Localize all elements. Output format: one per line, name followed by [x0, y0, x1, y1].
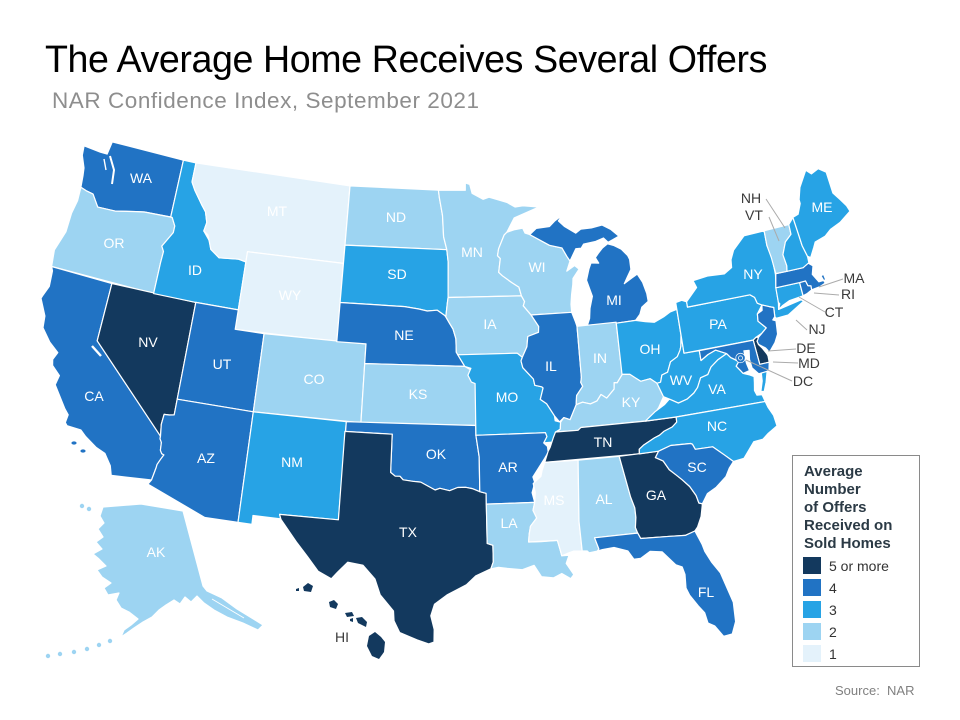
svg-text:WI: WI: [528, 259, 545, 275]
svg-text:TN: TN: [594, 434, 613, 450]
svg-text:AK: AK: [147, 544, 166, 560]
svg-text:SC: SC: [687, 459, 706, 475]
svg-text:PA: PA: [709, 316, 727, 332]
svg-text:MS: MS: [544, 492, 565, 508]
svg-text:HI: HI: [335, 629, 349, 645]
svg-text:AL: AL: [595, 491, 612, 507]
svg-text:KS: KS: [409, 386, 428, 402]
svg-text:LA: LA: [500, 515, 518, 531]
svg-text:IN: IN: [593, 350, 607, 366]
svg-text:VT: VT: [745, 207, 763, 223]
svg-text:UT: UT: [213, 356, 232, 372]
svg-text:SD: SD: [387, 266, 406, 282]
svg-text:DC: DC: [793, 373, 813, 389]
svg-text:ME: ME: [812, 199, 833, 215]
svg-text:NE: NE: [394, 327, 413, 343]
svg-text:ID: ID: [188, 262, 202, 278]
svg-text:KY: KY: [622, 394, 641, 410]
svg-text:MN: MN: [461, 244, 483, 260]
svg-text:CA: CA: [84, 388, 104, 404]
svg-text:GA: GA: [646, 487, 667, 503]
svg-text:RI: RI: [841, 286, 855, 302]
svg-text:IL: IL: [545, 358, 557, 374]
svg-text:FL: FL: [698, 584, 715, 600]
svg-text:MI: MI: [606, 292, 622, 308]
svg-text:OR: OR: [104, 235, 125, 251]
svg-text:NM: NM: [281, 454, 303, 470]
svg-text:NY: NY: [743, 266, 763, 282]
svg-text:AZ: AZ: [197, 450, 215, 466]
svg-text:CT: CT: [825, 304, 844, 320]
svg-text:MO: MO: [496, 389, 519, 405]
svg-text:CO: CO: [304, 371, 325, 387]
svg-text:MA: MA: [844, 270, 866, 286]
svg-text:NJ: NJ: [808, 321, 825, 337]
svg-text:WY: WY: [279, 287, 302, 303]
svg-text:NC: NC: [707, 418, 727, 434]
svg-text:IA: IA: [483, 316, 497, 332]
svg-text:OH: OH: [640, 341, 661, 357]
svg-text:MD: MD: [798, 355, 820, 371]
svg-text:TX: TX: [399, 524, 418, 540]
svg-text:AR: AR: [498, 459, 517, 475]
svg-text:ND: ND: [386, 209, 406, 225]
svg-text:OK: OK: [426, 446, 447, 462]
svg-text:MT: MT: [267, 203, 288, 219]
svg-text:NH: NH: [741, 190, 761, 206]
svg-text:WV: WV: [670, 372, 693, 388]
svg-text:NV: NV: [138, 334, 158, 350]
svg-text:VA: VA: [708, 381, 726, 397]
svg-text:DE: DE: [796, 340, 815, 356]
svg-text:WA: WA: [130, 170, 153, 186]
